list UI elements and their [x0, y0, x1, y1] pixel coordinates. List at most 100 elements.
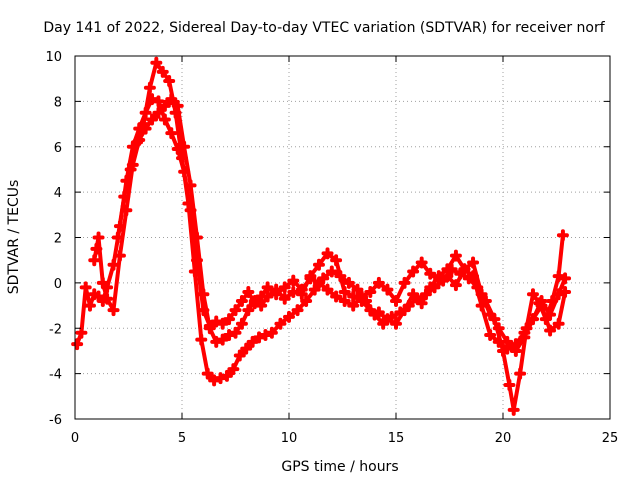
data-point — [182, 197, 195, 210]
data-point — [220, 369, 233, 382]
data-point — [330, 254, 343, 267]
y-tick-label: 8 — [54, 95, 62, 110]
data-point — [248, 295, 261, 308]
x-tick-label: 5 — [178, 431, 186, 446]
x-axis-label: GPS time / hours — [281, 459, 398, 475]
data-point — [556, 229, 569, 242]
data-point — [497, 344, 509, 357]
data-point — [347, 299, 360, 312]
data-point — [83, 299, 96, 312]
data-point — [137, 118, 150, 131]
grid-lines — [75, 56, 610, 419]
x-tick-label: 0 — [71, 431, 79, 446]
x-tick-label: 15 — [388, 431, 405, 446]
data-point — [143, 81, 156, 94]
data-point — [111, 231, 124, 244]
data-point — [552, 270, 565, 283]
data-point — [283, 310, 295, 323]
data-point — [92, 231, 105, 244]
data-point — [372, 276, 385, 289]
data-point — [428, 281, 441, 294]
data-point — [308, 283, 321, 296]
data-point — [559, 272, 572, 285]
data-point — [131, 136, 144, 149]
data-point — [437, 274, 450, 287]
data-point — [150, 56, 163, 69]
data-point — [317, 272, 330, 285]
data-point — [533, 297, 546, 310]
data-point — [261, 290, 274, 303]
data-point — [321, 247, 334, 260]
data-point — [184, 179, 197, 192]
data-point — [342, 276, 355, 289]
data-point — [312, 258, 325, 271]
data-point — [520, 322, 533, 335]
data-point — [214, 372, 227, 385]
data-point — [488, 313, 501, 326]
data-point — [118, 190, 131, 203]
data-point — [402, 299, 415, 312]
data-point — [216, 333, 229, 346]
data-point — [411, 292, 424, 305]
data-point — [107, 304, 120, 317]
data-point — [96, 276, 109, 289]
data-point — [79, 281, 92, 294]
data-point — [223, 313, 236, 326]
data-point — [338, 285, 351, 298]
y-tick-label: 2 — [54, 232, 62, 247]
data-point — [259, 329, 272, 342]
data-point — [163, 74, 176, 87]
data-point — [240, 342, 253, 355]
data-point — [90, 242, 103, 255]
data-point — [165, 127, 178, 140]
data-point — [368, 308, 381, 321]
data-point — [552, 317, 565, 330]
data-point — [424, 267, 437, 280]
data-point — [394, 306, 407, 319]
data-point — [325, 265, 338, 278]
data-point — [169, 106, 182, 119]
data-point — [188, 265, 201, 278]
data-point — [503, 378, 516, 391]
data-point — [235, 317, 248, 330]
series-line — [115, 60, 565, 412]
data-point — [223, 329, 236, 342]
data-point — [201, 367, 214, 380]
chart-title: Day 141 of 2022, Sidereal Day-to-day VTE… — [43, 20, 605, 36]
data-point — [559, 285, 572, 298]
y-tick-label: -6 — [49, 413, 62, 428]
x-tick-label: 25 — [602, 431, 619, 446]
data-point — [479, 295, 492, 308]
y-tick-label: 4 — [54, 186, 62, 201]
data-point — [195, 333, 208, 346]
data-point — [278, 281, 291, 294]
data-point — [229, 326, 242, 339]
data-point — [304, 270, 317, 283]
data-point — [158, 113, 171, 126]
y-tick-label: 10 — [45, 50, 62, 65]
data-point — [216, 317, 229, 330]
data-point — [462, 272, 475, 285]
data-point — [235, 295, 248, 308]
data-point — [467, 256, 480, 269]
data-point — [287, 285, 300, 298]
data-point — [146, 113, 159, 126]
data-point — [539, 313, 552, 326]
data-point — [291, 304, 304, 317]
data-point — [255, 299, 268, 312]
data-point — [454, 267, 467, 280]
data-point — [347, 290, 360, 303]
data-point — [415, 256, 428, 269]
data-point — [113, 249, 126, 262]
data-point — [203, 322, 216, 335]
data-point — [71, 338, 84, 351]
data-point — [526, 313, 539, 326]
data-point — [364, 285, 377, 298]
data-point — [385, 310, 398, 323]
data-point — [210, 315, 223, 328]
data-point — [449, 249, 462, 262]
data-point — [253, 331, 266, 344]
data-point — [360, 295, 373, 308]
series-track-2 — [88, 93, 572, 355]
